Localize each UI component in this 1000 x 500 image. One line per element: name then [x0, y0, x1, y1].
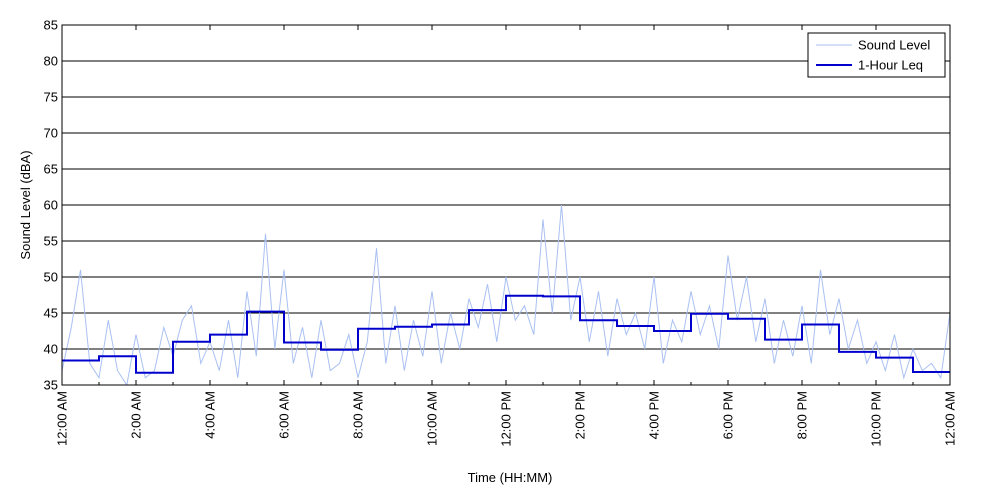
x-axis: 12:00 AM 2:00 AM 4:00 AM 6:00 AM 8:00 AM 10:0…	[55, 25, 958, 447]
legend-box	[807, 32, 946, 78]
y-tick-label: 65	[44, 162, 58, 177]
x-axis-label: Time (HH:MM)	[468, 470, 553, 485]
x-tick-label: 2:00 AM	[129, 391, 144, 439]
legend: Sound Level 1-Hour Leq	[807, 32, 946, 78]
x-tick-label: 4:00 AM	[203, 391, 218, 439]
y-tick-label: 85	[44, 18, 58, 33]
y-tick-label: 80	[44, 54, 58, 69]
y-tick-label: 40	[44, 342, 58, 357]
y-tick-label: 70	[44, 126, 58, 141]
series-layer	[62, 204, 950, 385]
y-tick-label: 60	[44, 198, 58, 213]
x-tick-label: 8:00 PM	[795, 391, 810, 439]
x-tick-label: 12:00 AM	[943, 391, 958, 446]
x-tick-label: 10:00 PM	[869, 391, 884, 447]
x-tick-label: 6:00 AM	[277, 391, 292, 439]
x-tick-label: 12:00 AM	[55, 391, 70, 446]
y-tick-label: 45	[44, 306, 58, 321]
y-tick-label: 75	[44, 90, 58, 105]
series-1-hour-leq	[62, 294, 950, 374]
x-tick-label: 10:00 AM	[425, 391, 440, 446]
y-axis: 35 40 45 50 55 60 65 70 75 80 85	[44, 18, 950, 393]
x-tick-label: 6:00 PM	[721, 391, 736, 439]
legend-label-1-hour-leq: 1-Hour Leq	[858, 58, 923, 73]
y-tick-label: 35	[44, 378, 58, 393]
legend-label-sound-level: Sound Level	[858, 38, 930, 53]
x-tick-label: 8:00 AM	[351, 391, 366, 439]
x-tick-label: 12:00 PM	[499, 391, 514, 447]
y-axis-label: Sound Level (dBA)	[18, 150, 33, 259]
y-tick-label: 50	[44, 270, 58, 285]
x-tick-label: 2:00 PM	[573, 391, 588, 439]
y-tick-label: 55	[44, 234, 58, 249]
x-tick-label: 4:00 PM	[647, 391, 662, 439]
